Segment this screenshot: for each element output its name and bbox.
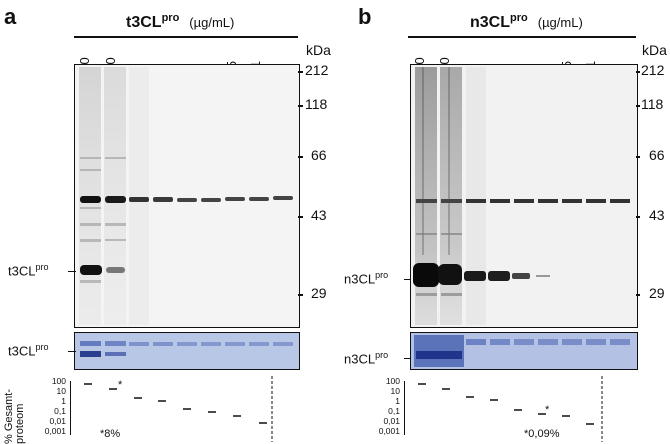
log-tick: 0,001	[378, 426, 400, 436]
panel-b-stain-name: n3CL	[344, 351, 376, 367]
log-tick: 0,1	[54, 406, 66, 416]
panel-b-protein-pointer	[404, 279, 411, 281]
marker-label: 118	[641, 96, 664, 112]
marker-tick	[298, 71, 303, 73]
panel-a-kda-header: kDa	[306, 42, 331, 58]
panel-b-percent-marks	[418, 376, 603, 442]
marker-label: 29	[649, 285, 665, 301]
marker-tick	[636, 71, 640, 73]
log-tick: 10	[56, 386, 66, 396]
marker-tick	[298, 216, 303, 218]
panel-b-kda-header: kDa	[642, 42, 667, 58]
panel-b-header-rule	[408, 36, 636, 38]
panel-a-stain-sup: pro	[35, 342, 49, 352]
panel-b-title: n3CLpro (µg/mL)	[470, 12, 583, 32]
panel-a-footnote: *8%	[100, 428, 121, 440]
log-tick: 0,01	[49, 416, 66, 426]
marker-tick	[636, 294, 640, 296]
log-tick: 10	[390, 386, 400, 396]
panel-b-star: *	[545, 404, 550, 416]
log-tick: 100	[385, 376, 400, 386]
marker-label: 43	[649, 207, 665, 223]
log-tick: 0,001	[44, 426, 66, 436]
stain-b-svg	[411, 333, 637, 369]
log-tick: 100	[51, 376, 66, 386]
panel-b-title-sup: pro	[510, 12, 528, 24]
panel-b-letter: b	[358, 4, 372, 29]
y-axis-label: % Gesamt- proteom	[3, 389, 26, 444]
panel-b-footnote: *0,09%	[524, 428, 560, 440]
panel-b-title-main: n3CL	[470, 14, 510, 31]
panel-b-protein-label: n3CLpro	[344, 270, 388, 286]
panel-a-title-sup: pro	[161, 12, 180, 24]
gel-b-svg	[411, 65, 637, 327]
panel-a-protein-sup: pro	[35, 262, 49, 272]
panel-b-gel-image	[410, 64, 638, 328]
log-tick: 0,01	[383, 416, 400, 426]
panel-a-unit: (µg/mL)	[189, 15, 235, 30]
marker-label: 43	[311, 207, 327, 223]
panel-a-percent-marks	[84, 376, 273, 442]
log-tick: 1	[395, 396, 400, 406]
gel-a-svg	[75, 65, 299, 327]
panel-b-stain-pointer	[404, 358, 411, 360]
panel-b-stain-strip	[410, 332, 638, 370]
marker-tick	[298, 156, 303, 158]
panel-a-plot-axis	[70, 381, 71, 435]
marker-label: 66	[649, 147, 665, 163]
marker-label: 212	[641, 62, 665, 78]
panel-a-gel-image	[74, 64, 300, 328]
panel-a-stain-pointer	[68, 351, 76, 353]
panel-a-protein-label: t3CLpro	[8, 262, 48, 278]
log-tick: 1	[61, 396, 66, 406]
panel-b-stain-label: n3CLpro	[344, 350, 388, 366]
marker-label: 212	[305, 62, 329, 78]
panel-a-stain-strip	[74, 332, 300, 370]
panel-a-star: *	[118, 379, 123, 391]
y-axis-label-line2: proteom	[14, 403, 26, 444]
marker-label: 29	[311, 285, 327, 301]
panel-b-protein-sup: pro	[375, 270, 389, 280]
panel-b-stain-sup: pro	[375, 350, 389, 360]
marker-tick	[636, 156, 640, 158]
stain-a-svg	[75, 333, 299, 369]
panel-b-plot-axis	[404, 381, 405, 435]
panel-a-protein-name: t3CL	[8, 263, 36, 279]
marker-tick	[298, 105, 303, 107]
panel-a-header-rule	[74, 36, 298, 38]
marker-tick	[298, 294, 303, 296]
log-tick: 0,1	[388, 406, 400, 416]
marker-label: 118	[305, 96, 328, 112]
panel-a-title-main: t3CL	[126, 14, 162, 31]
marker-tick	[636, 105, 640, 107]
panel-a-title: t3CLpro (µg/mL)	[126, 12, 234, 32]
marker-tick	[636, 216, 640, 218]
panel-a-stain-name: t3CL	[8, 343, 36, 359]
marker-label: 66	[311, 147, 327, 163]
panel-b-unit: (µg/mL)	[537, 15, 583, 30]
panel-a-stain-label: t3CLpro	[8, 342, 48, 358]
panel-a-protein-pointer	[68, 271, 76, 273]
panel-a-letter: a	[4, 4, 17, 29]
panel-b-protein-name: n3CL	[344, 271, 376, 287]
